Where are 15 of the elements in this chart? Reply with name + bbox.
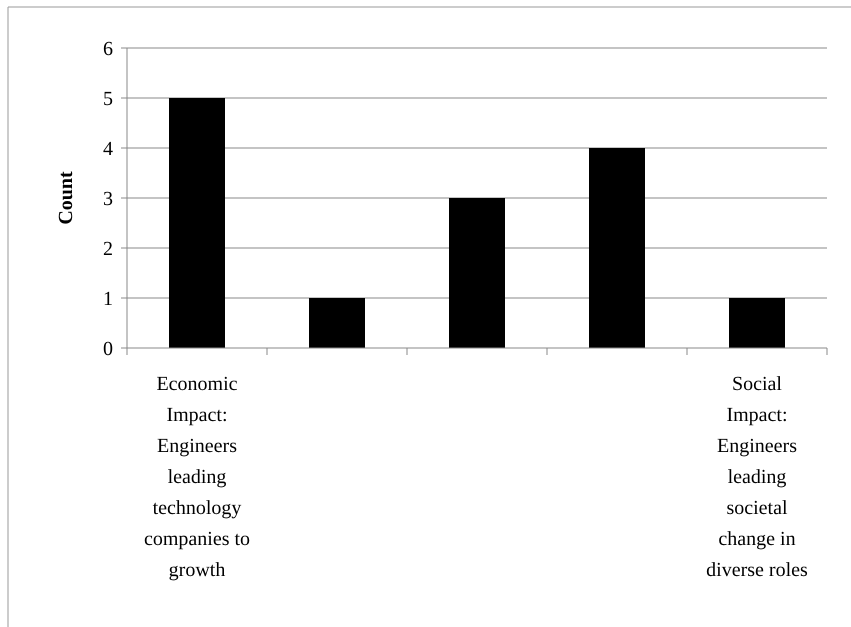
y-tick-label: 1 (103, 288, 113, 310)
y-tick-label: 6 (103, 38, 113, 60)
x-tick-label: Social Impact: Engineers leading societal change in diverse roles (706, 373, 808, 581)
bar (729, 298, 785, 348)
y-tick-label: 0 (103, 338, 113, 360)
bar (449, 198, 505, 348)
y-tick-label: 4 (103, 138, 113, 160)
y-tick-label: 3 (103, 188, 113, 210)
x-tick-label: Economic Impact: Engineers leading technology companies to growth (144, 373, 250, 581)
bar (169, 98, 225, 348)
y-axis-title: Count (55, 170, 77, 225)
y-tick-label: 5 (103, 88, 113, 110)
bar (309, 298, 365, 348)
bar (589, 148, 645, 348)
y-tick-label: 2 (103, 238, 113, 260)
